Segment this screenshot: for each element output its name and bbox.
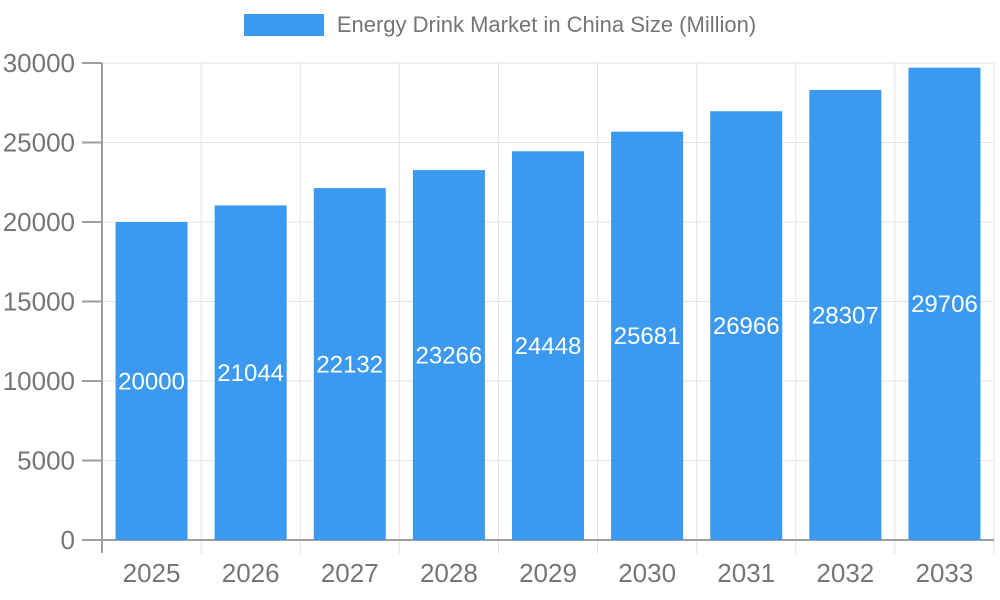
x-axis-label: 2026 <box>222 558 280 588</box>
x-axis-label: 2025 <box>123 558 181 588</box>
bar-2031[interactable] <box>710 111 783 540</box>
bar-value-label: 21044 <box>217 360 284 387</box>
bar-2028[interactable] <box>412 170 485 540</box>
bar-value-label: 25681 <box>614 323 681 350</box>
y-axis-label: 5000 <box>17 446 75 476</box>
legend-label: Energy Drink Market in China Size (Milli… <box>336 12 757 37</box>
x-axis-label: 2029 <box>519 558 577 588</box>
y-axis-label: 0 <box>61 525 75 555</box>
bar-2033[interactable] <box>908 67 981 541</box>
x-axis-label: 2028 <box>420 558 478 588</box>
bar-value-label: 24448 <box>515 333 582 360</box>
bar-2025[interactable] <box>115 222 188 540</box>
x-axis-label: 2031 <box>717 558 775 588</box>
bar-2026[interactable] <box>214 205 287 541</box>
x-axis-label: 2027 <box>321 558 379 588</box>
y-axis-label: 10000 <box>3 366 75 396</box>
bar-2030[interactable] <box>611 131 684 540</box>
bar-value-label: 29706 <box>911 291 978 318</box>
bar-2032[interactable] <box>809 89 882 540</box>
x-axis-label: 2030 <box>618 558 676 588</box>
y-axis-label: 15000 <box>3 287 75 317</box>
bar-2027[interactable] <box>313 188 386 540</box>
y-axis-label: 30000 <box>3 48 75 78</box>
bar-value-label: 28307 <box>812 302 879 329</box>
x-axis-label: 2032 <box>816 558 874 588</box>
bar-2029[interactable] <box>512 151 584 540</box>
bar-value-label: 23266 <box>416 342 483 369</box>
bar-value-label: 26966 <box>713 313 780 340</box>
y-axis-label: 20000 <box>3 207 75 237</box>
legend[interactable]: Energy Drink Market in China Size (Milli… <box>0 12 1000 38</box>
bar-value-label: 20000 <box>118 368 185 395</box>
y-axis-label: 25000 <box>3 128 75 158</box>
x-axis-label: 2033 <box>916 558 974 588</box>
bar-value-label: 22132 <box>316 351 383 378</box>
legend-swatch <box>243 14 324 36</box>
